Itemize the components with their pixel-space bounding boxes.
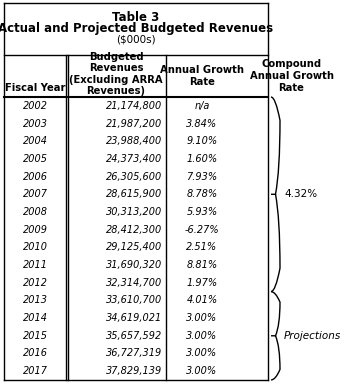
- Text: 2011: 2011: [22, 260, 48, 270]
- Text: Table 3: Table 3: [113, 11, 160, 24]
- Text: Annual Growth
Rate: Annual Growth Rate: [160, 65, 244, 87]
- Text: 34,619,021: 34,619,021: [106, 313, 162, 323]
- Text: 2015: 2015: [22, 331, 48, 341]
- Text: 24,373,400: 24,373,400: [106, 154, 162, 164]
- Text: 2013: 2013: [22, 295, 48, 305]
- Text: 2007: 2007: [22, 189, 48, 199]
- Text: 2014: 2014: [22, 313, 48, 323]
- Text: 3.00%: 3.00%: [186, 366, 218, 376]
- Text: 1.60%: 1.60%: [186, 154, 218, 164]
- Text: 31,690,320: 31,690,320: [106, 260, 162, 270]
- Text: 2012: 2012: [22, 278, 48, 288]
- Text: 26,305,600: 26,305,600: [106, 172, 162, 182]
- Text: 4.32%: 4.32%: [284, 189, 317, 199]
- Text: 23,988,400: 23,988,400: [106, 136, 162, 146]
- Text: 2006: 2006: [22, 172, 48, 182]
- Text: 3.00%: 3.00%: [186, 313, 218, 323]
- Text: 2008: 2008: [22, 207, 48, 217]
- Text: 2004: 2004: [22, 136, 48, 146]
- Text: 4.01%: 4.01%: [186, 295, 218, 305]
- Text: 5.93%: 5.93%: [186, 207, 218, 217]
- Text: 3.00%: 3.00%: [186, 348, 218, 359]
- Text: 28,615,900: 28,615,900: [106, 189, 162, 199]
- Text: 3.00%: 3.00%: [186, 331, 218, 341]
- Text: 2002: 2002: [22, 101, 48, 111]
- Text: 8.78%: 8.78%: [186, 189, 218, 199]
- Text: 37,829,139: 37,829,139: [106, 366, 162, 376]
- Text: 32,314,700: 32,314,700: [106, 278, 162, 288]
- Text: 1.97%: 1.97%: [186, 278, 218, 288]
- Text: 3.84%: 3.84%: [186, 119, 218, 129]
- Text: Projections: Projections: [284, 331, 341, 341]
- Text: 9.10%: 9.10%: [186, 136, 218, 146]
- Text: 2009: 2009: [22, 225, 48, 235]
- Text: 8.81%: 8.81%: [186, 260, 218, 270]
- Text: Actual and Projected Budgeted Revenues: Actual and Projected Budgeted Revenues: [0, 22, 274, 35]
- Text: 7.93%: 7.93%: [186, 172, 218, 182]
- Text: 2005: 2005: [22, 154, 48, 164]
- Text: 2010: 2010: [22, 242, 48, 252]
- Text: 2016: 2016: [22, 348, 48, 359]
- Text: Compound
Annual Growth
Rate: Compound Annual Growth Rate: [250, 60, 333, 93]
- Text: 36,727,319: 36,727,319: [106, 348, 162, 359]
- Text: Budgeted
Revenues
(Excluding ARRA
Revenues): Budgeted Revenues (Excluding ARRA Revenu…: [69, 51, 163, 96]
- Text: 29,125,400: 29,125,400: [106, 242, 162, 252]
- Text: 21,987,200: 21,987,200: [106, 119, 162, 129]
- Text: 33,610,700: 33,610,700: [106, 295, 162, 305]
- Text: n/a: n/a: [194, 101, 210, 111]
- Text: ($000s): ($000s): [116, 35, 156, 45]
- Text: 2003: 2003: [22, 119, 48, 129]
- Text: 2.51%: 2.51%: [186, 242, 218, 252]
- Text: 2017: 2017: [22, 366, 48, 376]
- Text: -6.27%: -6.27%: [185, 225, 219, 235]
- Text: 21,174,800: 21,174,800: [106, 101, 162, 111]
- Text: 28,412,300: 28,412,300: [106, 225, 162, 235]
- Text: 35,657,592: 35,657,592: [106, 331, 162, 341]
- Text: Fiscal Year: Fiscal Year: [5, 83, 65, 93]
- Text: 30,313,200: 30,313,200: [106, 207, 162, 217]
